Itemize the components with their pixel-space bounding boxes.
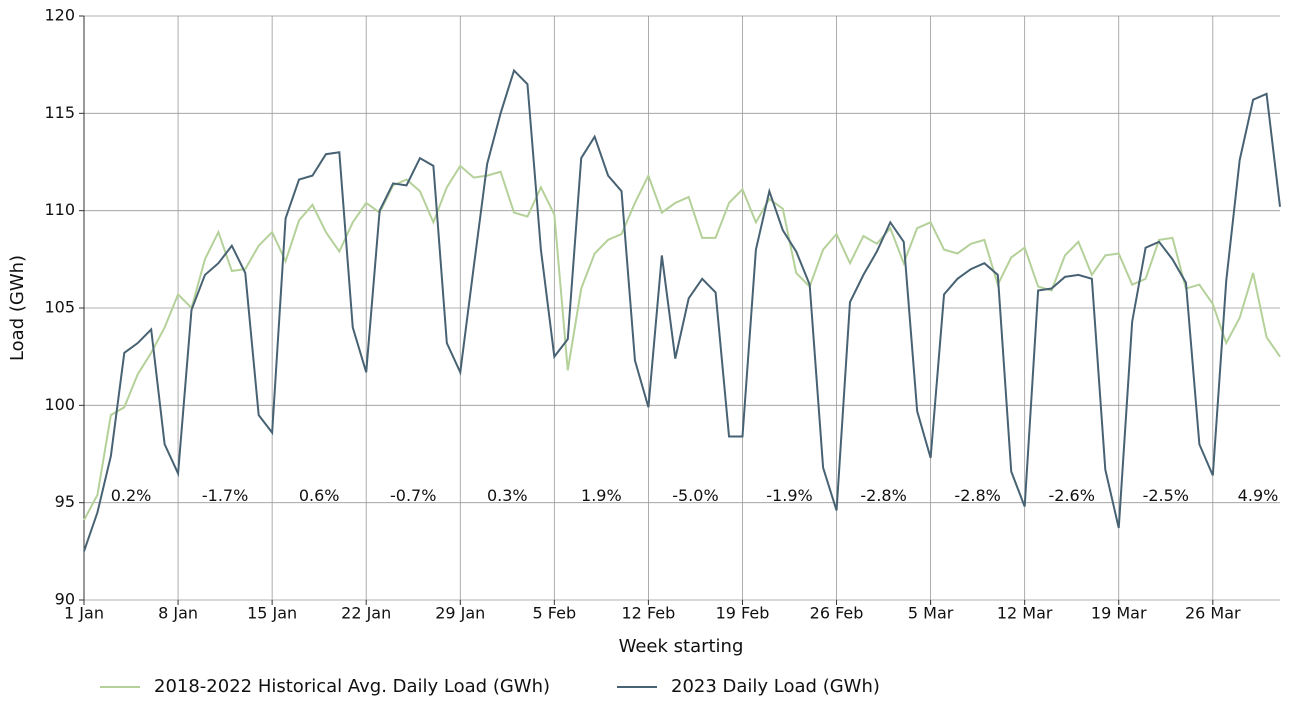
x-tick-label: 8 Jan bbox=[158, 604, 198, 623]
weekly-change-label: 0.6% bbox=[299, 486, 340, 505]
y-tick-label: 90 bbox=[55, 590, 75, 609]
x-tick-label: 12 Feb bbox=[622, 604, 676, 623]
x-tick-label: 26 Mar bbox=[1185, 604, 1241, 623]
weekly-change-label: -2.8% bbox=[860, 486, 906, 505]
y-tick-label: 95 bbox=[55, 492, 75, 511]
weekly-change-label: 4.9% bbox=[1238, 486, 1279, 505]
weekly-change-label: -5.0% bbox=[672, 486, 718, 505]
y-tick-label: 100 bbox=[44, 395, 75, 414]
y-tick-label: 110 bbox=[44, 200, 75, 219]
y-axis-label: Load (GWh) bbox=[7, 255, 28, 361]
x-tick-label: 19 Feb bbox=[716, 604, 770, 623]
weekly-change-label: -1.9% bbox=[766, 486, 812, 505]
weekly-change-label: -0.7% bbox=[390, 486, 436, 505]
legend-label: 2023 Daily Load (GWh) bbox=[671, 676, 880, 697]
x-tick-label: 19 Mar bbox=[1091, 604, 1147, 623]
weekly-change-label: 0.2% bbox=[111, 486, 152, 505]
legend-label: 2018-2022 Historical Avg. Daily Load (GW… bbox=[154, 676, 550, 697]
x-tick-label: 29 Jan bbox=[435, 604, 485, 623]
x-tick-label: 26 Feb bbox=[810, 604, 864, 623]
x-tick-label: 12 Mar bbox=[997, 604, 1053, 623]
x-tick-label: 1 Jan bbox=[64, 604, 104, 623]
series-line bbox=[83, 164, 1281, 521]
y-tick-label: 120 bbox=[44, 6, 75, 25]
series-line bbox=[83, 68, 1281, 552]
y-tick-label: 115 bbox=[44, 103, 75, 122]
y-tick-label: 105 bbox=[44, 298, 75, 317]
weekly-change-label: -2.6% bbox=[1048, 486, 1094, 505]
x-axis-label: Week starting bbox=[619, 636, 744, 657]
weekly-change-label: 1.9% bbox=[581, 486, 622, 505]
x-tick-label: 5 Mar bbox=[908, 604, 954, 623]
weekly-change-label: -1.7% bbox=[202, 486, 248, 505]
x-tick-label: 22 Jan bbox=[341, 604, 391, 623]
weekly-change-label: -2.5% bbox=[1143, 486, 1189, 505]
weekly-change-label: -2.8% bbox=[954, 486, 1000, 505]
weekly-change-label: 0.3% bbox=[487, 486, 528, 505]
x-tick-label: 15 Jan bbox=[247, 604, 297, 623]
x-tick-label: 5 Feb bbox=[533, 604, 577, 623]
